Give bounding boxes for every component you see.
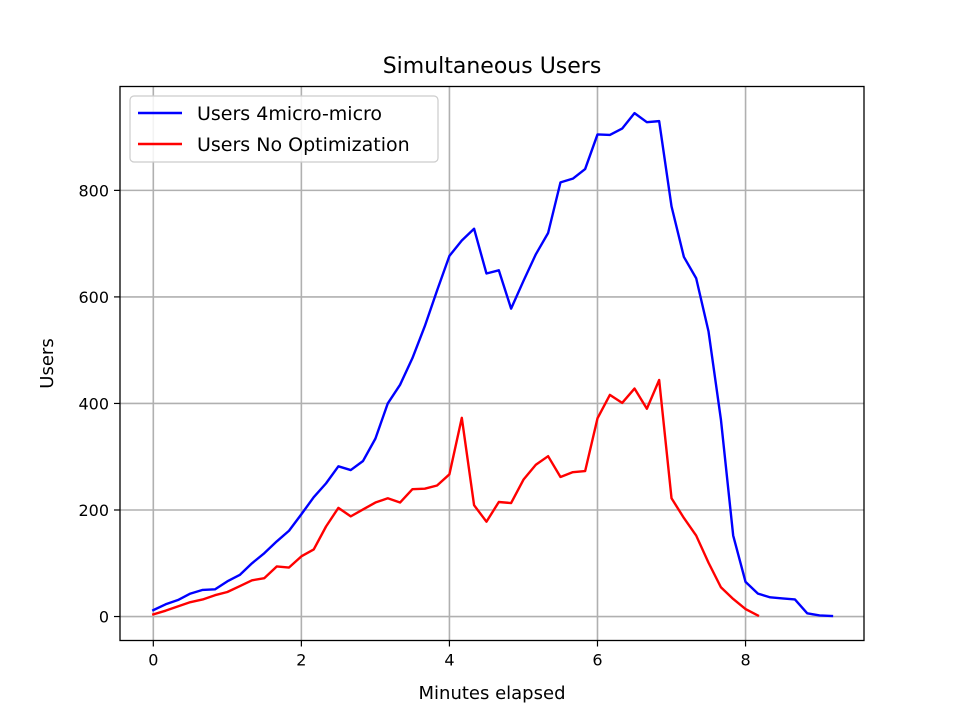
x-tick-label: 8 [740, 651, 750, 670]
x-tick-label: 4 [444, 651, 454, 670]
series-lines [151, 111, 834, 618]
y-tick-label: 400 [78, 394, 109, 413]
y-tick-label: 600 [78, 288, 109, 307]
x-tick-label: 0 [148, 651, 158, 670]
y-tick-label: 800 [78, 181, 109, 200]
grid-lines [120, 86, 864, 641]
y-axis-title: Users [37, 338, 58, 388]
legend-label-1: Users 4micro-micro [197, 103, 382, 125]
legend: Users 4micro-micro Users No Optimization [129, 95, 439, 163]
legend-label-2: Users No Optimization [197, 134, 410, 156]
axis-ticks: 0 2 4 6 8 0 200 400 600 800 [78, 181, 750, 669]
plot-area-frame [119, 85, 865, 642]
x-tick-label: 6 [592, 651, 602, 670]
y-tick-label: 200 [78, 501, 109, 520]
x-axis-title: Minutes elapsed [419, 683, 566, 704]
legend-box [129, 95, 439, 163]
chart-title: Simultaneous Users [383, 54, 602, 79]
series-line-2 [151, 378, 760, 618]
x-tick-label: 2 [296, 651, 306, 670]
y-tick-label: 0 [99, 608, 109, 627]
series-line-1 [151, 111, 834, 618]
